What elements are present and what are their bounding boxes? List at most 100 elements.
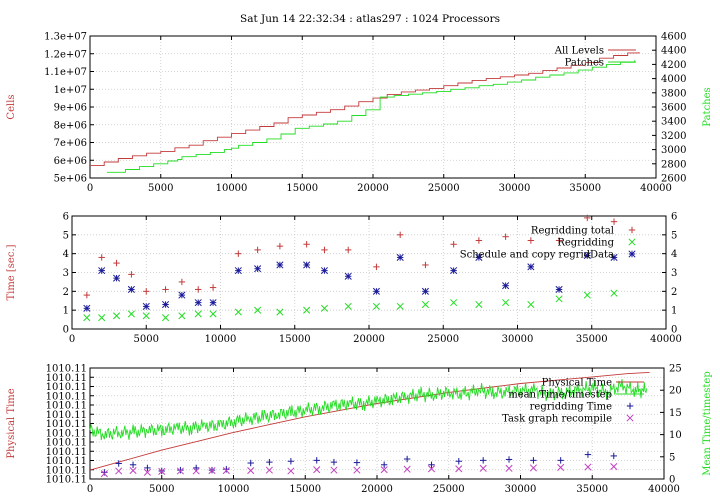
data-point — [115, 467, 123, 475]
x-tick-label: 0 — [87, 183, 93, 194]
legend-swatch — [628, 250, 636, 258]
data-point — [320, 267, 329, 275]
data-point — [176, 467, 184, 475]
data-point — [372, 287, 380, 295]
series-3 — [101, 451, 617, 476]
y2-tick-label: 2800 — [661, 159, 686, 170]
data-point — [320, 304, 329, 312]
y-tick-label: 1.1e+07 — [44, 67, 87, 78]
y-axis-label: Cells — [6, 94, 17, 119]
data-point — [83, 314, 91, 322]
series-line — [107, 60, 636, 173]
data-point — [330, 466, 338, 474]
y-tick-label: 5e+06 — [54, 174, 87, 185]
y2-tick-label: 3 — [671, 268, 677, 279]
series-1 — [83, 214, 618, 299]
data-point — [505, 464, 513, 472]
legend-label: Patches — [565, 58, 604, 69]
y2-tick-label: 25 — [669, 364, 682, 375]
x-tick-label: 5000 — [134, 334, 159, 345]
y-tick-label: 1010.11 — [46, 401, 87, 412]
data-point — [421, 300, 429, 309]
data-point — [450, 267, 458, 275]
y-tick-label: 1010.11 — [46, 391, 87, 402]
data-point — [112, 312, 121, 320]
data-point — [557, 463, 565, 472]
data-point — [178, 291, 186, 299]
data-point — [303, 261, 311, 269]
y-tick-label: 4 — [63, 249, 69, 260]
data-point — [421, 287, 429, 295]
data-point — [555, 295, 563, 303]
y-tick-label: 1010.11 — [46, 428, 87, 439]
series-4 — [100, 463, 618, 478]
y2-tick-label: 3400 — [661, 117, 686, 128]
y2-tick-label: 4000 — [661, 74, 686, 85]
series-2 — [107, 60, 636, 173]
data-point — [583, 251, 591, 260]
y-tick-label: 9e+06 — [54, 103, 87, 114]
y2-axis-label: Patches — [702, 87, 713, 126]
data-point — [610, 463, 618, 471]
x-tick-label: 40000 — [640, 183, 672, 194]
series-line — [89, 371, 650, 471]
y-tick-label: 2 — [63, 287, 69, 298]
x-tick-label: 35000 — [576, 484, 608, 495]
data-point — [129, 467, 137, 475]
data-point — [265, 466, 273, 474]
series-2 — [89, 379, 648, 441]
series-1 — [89, 371, 650, 471]
x-tick-label: 40000 — [648, 484, 680, 495]
y-tick-label: 1010.11 — [46, 438, 87, 449]
y2-tick-label: 6 — [671, 212, 677, 223]
x-tick-label: 5000 — [149, 484, 174, 495]
data-point — [234, 267, 242, 275]
x-tick-label: 20000 — [357, 183, 389, 194]
data-point — [162, 314, 170, 322]
data-point — [209, 299, 217, 307]
data-point — [287, 467, 295, 475]
y2-tick-label: 4600 — [661, 32, 686, 43]
x-tick-label: 40000 — [650, 334, 682, 345]
y2-tick-label: 15 — [669, 408, 682, 419]
y-tick-label: 7e+06 — [54, 138, 87, 149]
y-tick-label: 1010.11 — [46, 447, 87, 458]
x-tick-label: 15000 — [289, 484, 321, 495]
data-point — [610, 289, 618, 297]
data-point — [353, 466, 361, 474]
data-point — [209, 310, 217, 318]
x-tick-label: 10000 — [205, 334, 237, 345]
series-3 — [83, 251, 618, 312]
data-point — [98, 267, 106, 275]
data-point — [344, 302, 352, 310]
data-point — [276, 308, 284, 316]
x-tick-label: 5000 — [148, 183, 173, 194]
y-tick-label: 1010.11 — [46, 410, 87, 421]
chart-2: 0 5000 10000 15000 20000 25000 30000 35000 40000… — [6, 212, 682, 346]
x-tick-label: 35000 — [576, 334, 608, 345]
x-tick-label: 30000 — [502, 334, 534, 345]
x-tick-label: 25000 — [427, 334, 459, 345]
y2-tick-label: 5 — [671, 230, 677, 241]
chart-1: 0 5000 10000 15000 20000 25000 30000 35000 40000… — [6, 32, 713, 195]
y-tick-label: 1.3e+07 — [44, 32, 87, 43]
y-tick-label: 5 — [63, 230, 69, 241]
y-tick-label: 0 — [63, 325, 69, 336]
y-axis-label: Time [sec.] — [6, 244, 17, 300]
legend-label: mean Time/timestep — [508, 390, 612, 401]
data-point — [584, 463, 592, 471]
data-point — [583, 291, 591, 299]
y2-tick-label: 0 — [669, 475, 675, 486]
y-tick-label: 3 — [63, 268, 69, 279]
data-point — [475, 253, 483, 261]
x-tick-label: 35000 — [569, 183, 601, 194]
legend-label: regridding Time — [530, 402, 612, 413]
data-point — [254, 306, 262, 314]
y-tick-label: 1e+07 — [54, 85, 87, 96]
series-line — [90, 52, 640, 167]
y2-tick-label: 0 — [671, 325, 677, 336]
y-tick-label: 1.2e+07 — [44, 49, 87, 60]
y2-tick-label: 2 — [671, 287, 677, 298]
data-point — [247, 467, 255, 475]
